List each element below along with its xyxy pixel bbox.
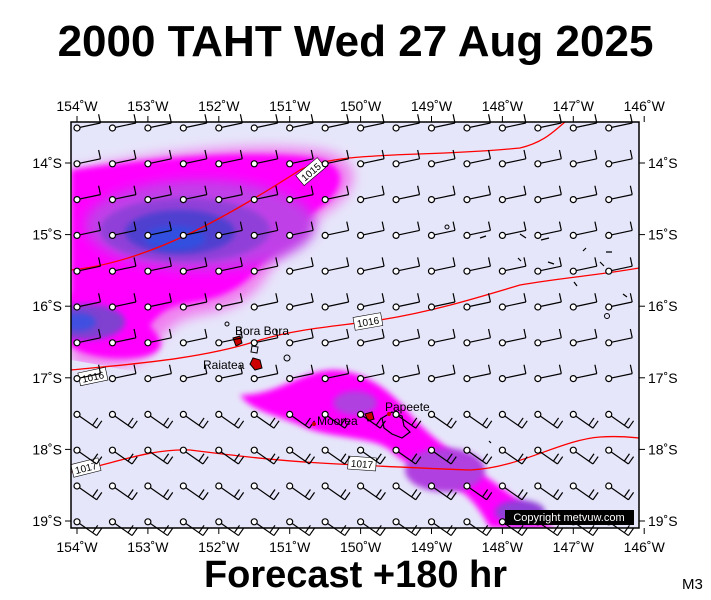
place-label-papeete: Papeete [385,400,430,414]
place-label-moorea: Moorea [317,414,358,428]
lon-label: 146˚W [624,98,666,114]
lat-label: 18˚S [32,441,62,457]
forecast-footer: Forecast +180 hr [0,552,711,598]
lat-labels-right: 14˚S 15˚S 16˚S 17˚S 18˚S 19˚S [648,155,678,529]
lat-label: 15˚S [32,227,62,243]
lat-label: 17˚S [648,370,678,386]
lon-label: 151˚W [269,98,311,114]
lat-label: 18˚S [648,441,678,457]
lat-label: 16˚S [32,298,62,314]
lon-label: 149˚W [411,98,453,114]
lon-label: 153˚W [127,98,169,114]
model-code: M3 [682,576,703,593]
lat-label: 17˚S [32,370,62,386]
place-label-raiatea: Raiatea [203,358,245,372]
lon-label: 147˚W [553,98,595,114]
moorea-marker [312,422,316,426]
lat-label: 19˚S [32,513,62,529]
lat-label: 19˚S [648,513,678,529]
lat-labels-left: 14˚S 15˚S 16˚S 17˚S 18˚S 19˚S [32,155,62,529]
lon-label: 148˚W [482,98,524,114]
papeete-marker [387,412,391,416]
lat-label: 14˚S [648,155,678,171]
copyright-text: Copyright metvuw.com [513,512,624,524]
place-label-bora-bora: Bora Bora [235,324,289,338]
lon-label: 154˚W [56,98,98,114]
lat-label: 16˚S [648,298,678,314]
lon-label: 150˚W [340,98,382,114]
lat-label: 14˚S [32,155,62,171]
lon-label: 152˚W [198,98,240,114]
isobar-label: 1017 [350,459,373,472]
lat-label: 15˚S [648,227,678,243]
lon-labels-top: 154˚W 153˚W 152˚W 151˚W 150˚W 149˚W 148˚W 147˚W… [56,98,665,114]
